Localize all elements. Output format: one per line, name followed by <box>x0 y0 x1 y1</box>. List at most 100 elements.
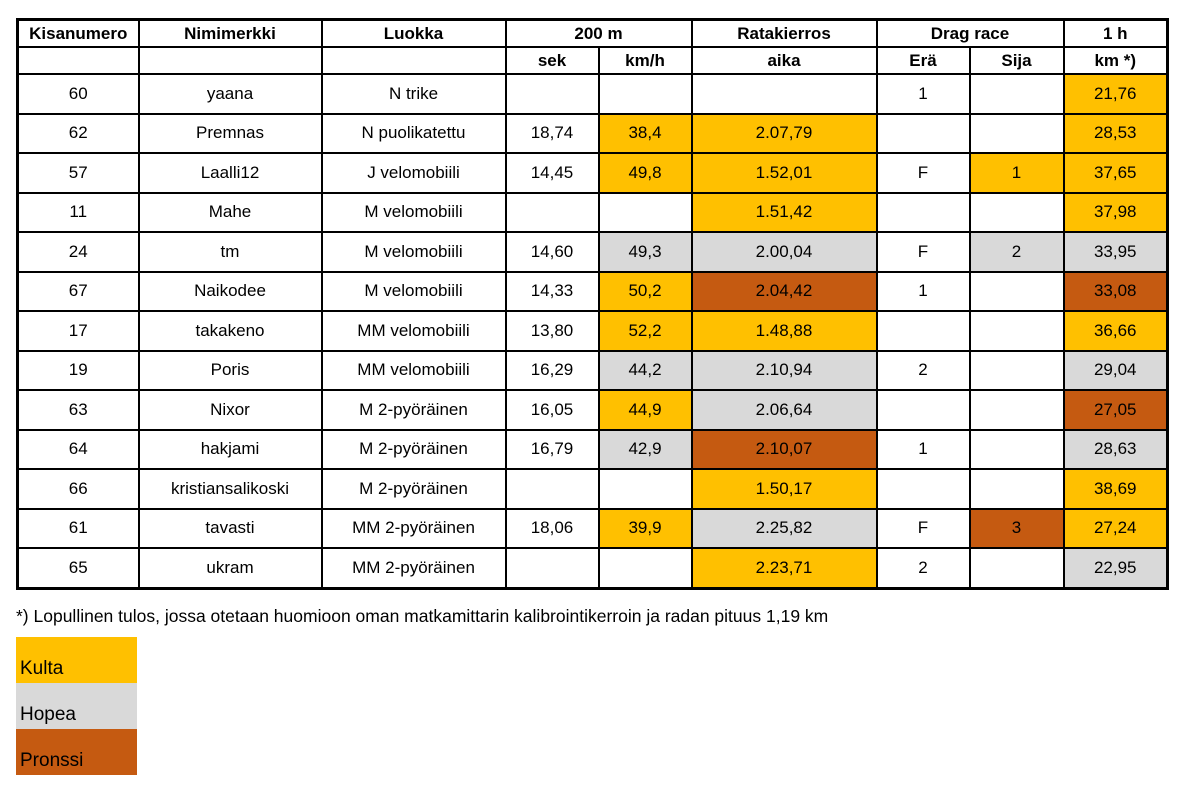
cell-dragrace-sija <box>968 547 1065 589</box>
legend-label-bronze: Pronssi <box>20 750 84 771</box>
cell-dragrace-sija <box>968 468 1065 510</box>
cell-nimimerkki: takakeno <box>137 310 323 352</box>
cell-luokka: MM 2-pyöräinen <box>320 507 507 549</box>
column-header-ratakierros-aika: aika <box>690 46 878 75</box>
cell-kisanumero: 67 <box>16 270 140 312</box>
cell-200m-kmh: 49,8 <box>597 152 693 194</box>
cell-ratakierros-aika: 1.52,01 <box>690 152 878 194</box>
cell-200m-kmh: 38,4 <box>597 112 693 154</box>
column-group-ratakierros: Ratakierros <box>690 18 878 48</box>
cell-ratakierros-aika: 2.06,64 <box>690 389 878 431</box>
cell-1h-km: 22,95 <box>1062 547 1169 589</box>
cell-200m-kmh: 44,9 <box>597 389 693 431</box>
cell-kisanumero: 17 <box>16 310 140 352</box>
legend-item-gold: Kulta <box>16 637 137 683</box>
table-body: 60 yaana N trike 1 21,76 62 Premnas N puolikate… <box>16 73 1169 589</box>
cell-nimimerkki: yaana <box>137 73 323 115</box>
cell-200m-sek <box>504 468 600 510</box>
column-group-1-h: 1 h <box>1062 18 1169 48</box>
table-row: 60 yaana N trike 1 21,76 <box>16 73 1169 115</box>
cell-kisanumero: 62 <box>16 112 140 154</box>
cell-kisanumero: 63 <box>16 389 140 431</box>
cell-dragrace-sija <box>968 191 1065 233</box>
cell-dragrace-era <box>875 112 971 154</box>
cell-kisanumero: 66 <box>16 468 140 510</box>
cell-kisanumero: 11 <box>16 191 140 233</box>
cell-kisanumero: 24 <box>16 231 140 273</box>
cell-200m-sek: 14,60 <box>504 231 600 273</box>
table-row: 63 Nixor M 2-pyöräinen 16,05 44,9 2.06,64 27,0… <box>16 389 1169 431</box>
cell-1h-km: 27,24 <box>1062 507 1169 549</box>
results-table: Kisanumero Nimimerkki Luokka 200 m Ratakierr… <box>16 18 1169 590</box>
cell-200m-sek: 13,80 <box>504 310 600 352</box>
cell-200m-kmh: 44,2 <box>597 349 693 391</box>
cell-nimimerkki: hakjami <box>137 428 323 470</box>
cell-1h-km: 38,69 <box>1062 468 1169 510</box>
cell-luokka: M velomobiili <box>320 270 507 312</box>
column-group-nimimerkki: Nimimerkki <box>137 18 323 48</box>
cell-1h-km: 27,05 <box>1062 389 1169 431</box>
column-header-200m-sek: sek <box>504 46 600 75</box>
cell-200m-kmh <box>597 468 693 510</box>
column-header-dragrace-era: Erä <box>875 46 971 75</box>
cell-dragrace-era: 1 <box>875 270 971 312</box>
cell-200m-kmh: 52,2 <box>597 310 693 352</box>
cell-kisanumero: 19 <box>16 349 140 391</box>
table-row: 67 Naikodee M velomobiili 14,33 50,2 2.04,42 1… <box>16 270 1169 312</box>
cell-200m-kmh: 50,2 <box>597 270 693 312</box>
cell-nimimerkki: Premnas <box>137 112 323 154</box>
table-row: 57 Laalli12 J velomobiili 14,45 49,8 1.52,01 F… <box>16 152 1169 194</box>
cell-200m-kmh <box>597 547 693 589</box>
cell-1h-km: 37,65 <box>1062 152 1169 194</box>
cell-ratakierros-aika: 2.00,04 <box>690 231 878 273</box>
column-group-luokka: Luokka <box>320 18 507 48</box>
column-header-kisanumero <box>16 46 140 75</box>
cell-dragrace-era: F <box>875 152 971 194</box>
cell-200m-kmh <box>597 73 693 115</box>
cell-200m-sek <box>504 191 600 233</box>
cell-ratakierros-aika: 2.04,42 <box>690 270 878 312</box>
cell-luokka: MM velomobiili <box>320 349 507 391</box>
cell-ratakierros-aika: 1.48,88 <box>690 310 878 352</box>
cell-dragrace-era <box>875 191 971 233</box>
cell-luokka: J velomobiili <box>320 152 507 194</box>
cell-ratakierros-aika: 2.07,79 <box>690 112 878 154</box>
cell-1h-km: 37,98 <box>1062 191 1169 233</box>
column-header-dragrace-sija: Sija <box>968 46 1065 75</box>
cell-dragrace-sija <box>968 270 1065 312</box>
cell-200m-sek: 18,74 <box>504 112 600 154</box>
table-row: 66 kristiansalikoski M 2-pyöräinen 1.50,17 3… <box>16 468 1169 510</box>
cell-ratakierros-aika: 1.51,42 <box>690 191 878 233</box>
cell-200m-kmh: 49,3 <box>597 231 693 273</box>
cell-dragrace-sija <box>968 310 1065 352</box>
table-header: Kisanumero Nimimerkki Luokka 200 m Ratakierr… <box>16 18 1169 75</box>
cell-kisanumero: 65 <box>16 547 140 589</box>
cell-nimimerkki: Nixor <box>137 389 323 431</box>
cell-nimimerkki: Laalli12 <box>137 152 323 194</box>
table-row: 19 Poris MM velomobiili 16,29 44,2 2.10,94 2 29… <box>16 349 1169 391</box>
legend-label-silver: Hopea <box>20 704 76 725</box>
cell-nimimerkki: Mahe <box>137 191 323 233</box>
cell-nimimerkki: tm <box>137 231 323 273</box>
table-row: 65 ukram MM 2-pyöräinen 2.23,71 2 22,95 <box>16 547 1169 589</box>
cell-dragrace-era: F <box>875 507 971 549</box>
cell-ratakierros-aika: 2.23,71 <box>690 547 878 589</box>
cell-200m-sek: 14,33 <box>504 270 600 312</box>
cell-kisanumero: 64 <box>16 428 140 470</box>
cell-dragrace-sija <box>968 389 1065 431</box>
column-group-kisanumero: Kisanumero <box>16 18 140 48</box>
legend-label-gold: Kulta <box>20 658 64 679</box>
cell-kisanumero: 60 <box>16 73 140 115</box>
cell-nimimerkki: Naikodee <box>137 270 323 312</box>
cell-dragrace-sija <box>968 349 1065 391</box>
column-header-1h-km: km *) <box>1062 46 1169 75</box>
cell-200m-kmh <box>597 191 693 233</box>
cell-luokka: M 2-pyöräinen <box>320 428 507 470</box>
cell-dragrace-era: F <box>875 231 971 273</box>
cell-nimimerkki: kristiansalikoski <box>137 468 323 510</box>
cell-200m-sek: 16,29 <box>504 349 600 391</box>
table-row: 17 takakeno MM velomobiili 13,80 52,2 1.48,88… <box>16 310 1169 352</box>
cell-200m-kmh: 42,9 <box>597 428 693 470</box>
cell-200m-sek <box>504 73 600 115</box>
cell-dragrace-era: 2 <box>875 349 971 391</box>
